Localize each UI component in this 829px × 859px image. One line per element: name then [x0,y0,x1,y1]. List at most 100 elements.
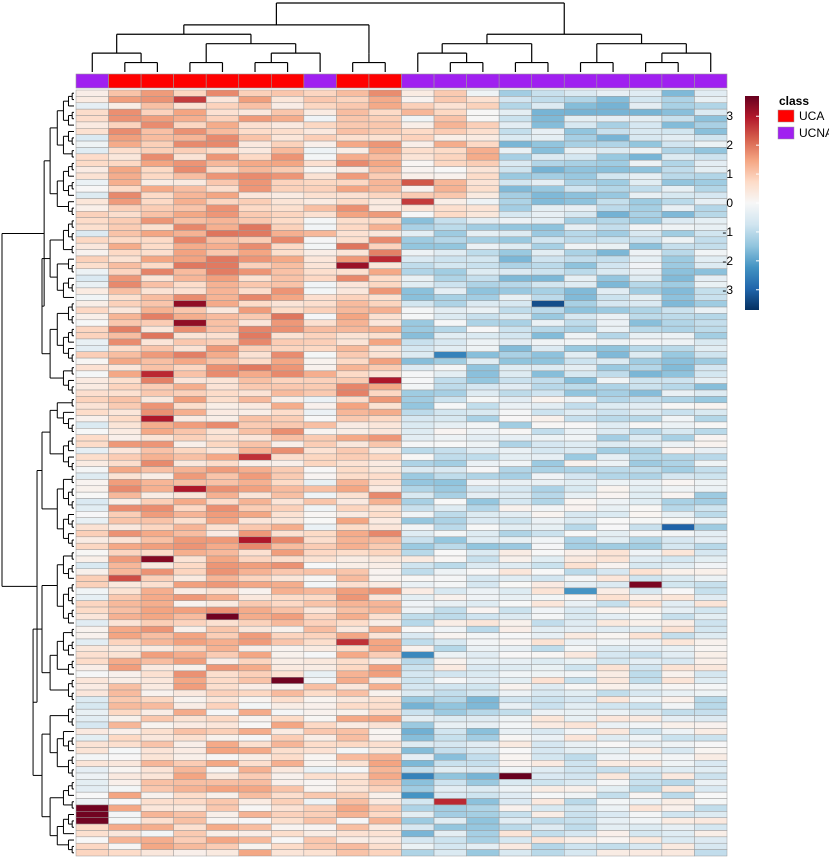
heatmap-cell [466,798,500,806]
heatmap-cell [205,530,239,538]
heatmap-cell [271,325,305,333]
heatmap-cell [629,594,663,601]
heatmap-cell [368,798,402,806]
heatmap-cell [629,198,663,206]
heatmap-cell [173,574,207,582]
heatmap-cell [140,568,174,576]
heatmap-cell [531,166,565,174]
heatmap-cell [531,715,565,723]
heatmap-cell [108,274,142,282]
heatmap-cell [433,421,467,429]
heatmap-cell [173,383,207,391]
heatmap-cell [661,696,695,704]
heatmap-cell [303,517,337,525]
heatmap-cell [173,345,207,352]
heatmap-cell [661,683,695,691]
heatmap-cell [108,645,142,652]
heatmap-cell [173,791,207,799]
heatmap-cell [401,530,435,538]
heatmap-cell [401,760,435,767]
heatmap-cell [564,274,598,282]
heatmap-cell [433,179,467,186]
class-cell [75,73,109,89]
heatmap-cell [75,491,109,499]
heatmap-cell [303,830,337,838]
heatmap-cell [629,179,663,186]
heatmap-cell [173,613,207,621]
heatmap-cell [661,294,695,301]
heatmap-cell [173,211,207,218]
heatmap-cell [433,785,467,793]
heatmap-cell [498,415,532,423]
heatmap-cell [140,651,174,659]
heatmap-cell [271,651,305,659]
heatmap-cell [75,434,109,442]
heatmap-cell [238,115,272,123]
heatmap-cell [596,849,630,857]
heatmap-cell [368,823,402,831]
heatmap-cell [629,606,663,614]
heatmap-cell [498,606,532,614]
heatmap-cell [173,830,207,838]
heatmap-cell [629,89,663,97]
heatmap-cell [336,364,370,372]
heatmap-cell [531,549,565,557]
heatmap-cell [271,842,305,850]
heatmap-cell [498,574,532,582]
heatmap-cell [694,96,728,104]
heatmap-cell [108,485,142,493]
heatmap-cell [238,683,272,691]
heatmap-cell [433,842,467,850]
heatmap-cell [368,702,402,710]
heatmap-cell [368,281,402,289]
heatmap-cell [694,345,728,352]
heatmap-cell [238,108,272,116]
heatmap-cell [433,332,467,340]
heatmap-cell [205,542,239,550]
heatmap-cell [498,108,532,116]
heatmap-cell [466,702,500,710]
heatmap-cell [173,536,207,544]
heatmap-cell [596,479,630,487]
heatmap-cell [661,523,695,531]
heatmap-cell [303,96,337,104]
heatmap-cell [564,96,598,104]
heatmap-cell [629,204,663,212]
heatmap-cell [368,715,402,723]
heatmap-cell [661,721,695,729]
heatmap-cell [336,300,370,308]
heatmap-cell [140,696,174,704]
heatmap-cell [140,281,174,289]
heatmap-cell [205,281,239,289]
heatmap-cell [368,338,402,346]
heatmap-cell [75,89,109,97]
heatmap-cell [173,134,207,142]
heatmap-cell [498,198,532,206]
heatmap-cell [140,287,174,295]
heatmap-cell [596,185,630,193]
heatmap-cell [596,785,630,793]
heatmap-cell [564,121,598,129]
heatmap-cell [401,338,435,346]
heatmap-cell [694,491,728,499]
heatmap-cell [368,562,402,569]
heatmap-cell [238,491,272,499]
heatmap-cell [466,606,500,614]
heatmap-cell [629,134,663,142]
heatmap-cell [694,753,728,761]
heatmap-cell [629,459,663,467]
heatmap-cell [466,89,500,97]
heatmap-cell [401,242,435,250]
heatmap-cell [108,594,142,601]
heatmap-cell [564,638,598,646]
heatmap-cell [661,402,695,410]
heatmap-cell [694,389,728,397]
heatmap-cell [238,791,272,799]
heatmap-cell [108,434,142,442]
heatmap-cell [466,830,500,838]
heatmap-cell [564,702,598,710]
heatmap-cell [303,402,337,410]
heatmap-cell [498,377,532,384]
heatmap-cell [303,262,337,269]
heatmap-cell [173,753,207,761]
